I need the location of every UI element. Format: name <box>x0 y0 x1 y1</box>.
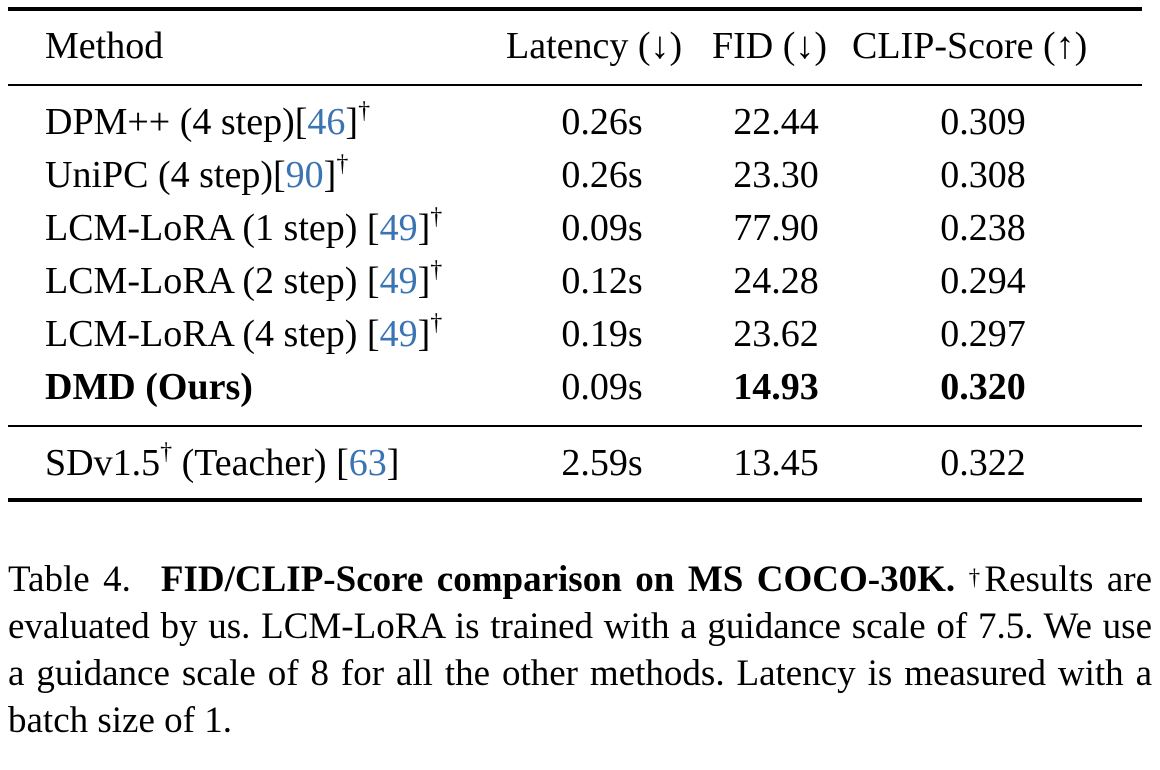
clip-score-value: 0.238 <box>940 207 1026 249</box>
citation-link[interactable]: 49 <box>379 260 418 302</box>
clip-score-value: 0.322 <box>940 442 1026 484</box>
method-name: DMD (Ours) <box>45 366 253 408</box>
table-bottom-rule <box>8 498 1142 502</box>
latency-value: 0.19s <box>561 313 643 355</box>
latency-value: 0.09s <box>561 207 643 249</box>
fid-value: 14.93 <box>733 366 819 408</box>
table-row: UniPC (4 step)[90]† 0.26s 23.30 0.308 <box>0 151 1160 206</box>
latency-value: 0.12s <box>561 260 643 302</box>
clip-score-value: 0.297 <box>940 313 1026 355</box>
table-header-rule <box>8 84 1142 86</box>
dagger-mark: † <box>430 310 443 336</box>
table-row: LCM-LoRA (2 step) [49]† 0.12s 24.28 0.29… <box>0 257 1160 312</box>
fid-value: 77.90 <box>733 207 819 249</box>
table-row-ours: DMD (Ours) 0.09s 14.93 0.320 <box>0 368 1160 418</box>
table-row: DPM++ (4 step)[46]† 0.26s 22.44 0.309 <box>0 98 1160 153</box>
table-row: LCM-LoRA (4 step) [49]† 0.19s 23.62 0.29… <box>0 310 1160 365</box>
latency-value: 2.59s <box>561 442 643 484</box>
citation-link[interactable]: 90 <box>285 154 324 196</box>
dagger-mark: † <box>160 439 173 465</box>
citation-link[interactable]: 49 <box>379 313 418 355</box>
dagger-mark: † <box>358 98 371 124</box>
method-name: SDv1.5† (Teacher) [63] <box>45 439 400 484</box>
latency-value: 0.09s <box>561 366 643 408</box>
header-latency: Latency (↓) <box>506 25 683 67</box>
table-top-rule <box>8 7 1142 11</box>
method-name: DPM++ (4 step)[46]† <box>45 98 371 143</box>
caption-body: Results are evaluated by us. LCM-LoRA is… <box>8 559 1153 741</box>
table-mid-rule <box>8 425 1142 427</box>
clip-score-value: 0.308 <box>940 154 1026 196</box>
dagger-mark: † <box>968 565 985 590</box>
method-name: LCM-LoRA (1 step) [49]† <box>45 204 443 249</box>
header-fid: FID (↓) <box>712 25 828 67</box>
clip-score-value: 0.320 <box>940 366 1026 408</box>
clip-score-value: 0.294 <box>940 260 1026 302</box>
method-name: UniPC (4 step)[90]† <box>45 151 349 196</box>
table-caption: Table 4. FID/CLIP-Score comparison on MS … <box>8 556 1152 744</box>
caption-title: FID/CLIP-Score comparison on MS COCO-30K… <box>160 559 956 600</box>
fid-value: 22.44 <box>733 101 819 143</box>
dagger-mark: † <box>336 151 349 177</box>
header-clip-score: CLIP-Score (↑) <box>852 25 1088 67</box>
latency-value: 0.26s <box>561 101 643 143</box>
table-row: LCM-LoRA (1 step) [49]† 0.09s 77.90 0.23… <box>0 204 1160 259</box>
dagger-mark: † <box>430 204 443 230</box>
method-name: LCM-LoRA (4 step) [49]† <box>45 310 443 355</box>
table-row-teacher: SDv1.5† (Teacher) [63] 2.59s 13.45 0.322 <box>0 439 1160 494</box>
fid-value: 23.30 <box>733 154 819 196</box>
caption-number: Table 4. <box>8 559 131 600</box>
method-name: LCM-LoRA (2 step) [49]† <box>45 257 443 302</box>
fid-value: 13.45 <box>733 442 819 484</box>
header-method: Method <box>45 25 164 67</box>
citation-link[interactable]: 63 <box>348 442 387 484</box>
citation-link[interactable]: 46 <box>307 101 346 143</box>
fid-value: 23.62 <box>733 313 819 355</box>
dagger-mark: † <box>430 257 443 283</box>
fid-value: 24.28 <box>733 260 819 302</box>
clip-score-value: 0.309 <box>940 101 1026 143</box>
table-header-row: Method Latency (↓) FID (↓) CLIP-Score (↑… <box>0 27 1160 77</box>
latency-value: 0.26s <box>561 154 643 196</box>
citation-link[interactable]: 49 <box>379 207 418 249</box>
